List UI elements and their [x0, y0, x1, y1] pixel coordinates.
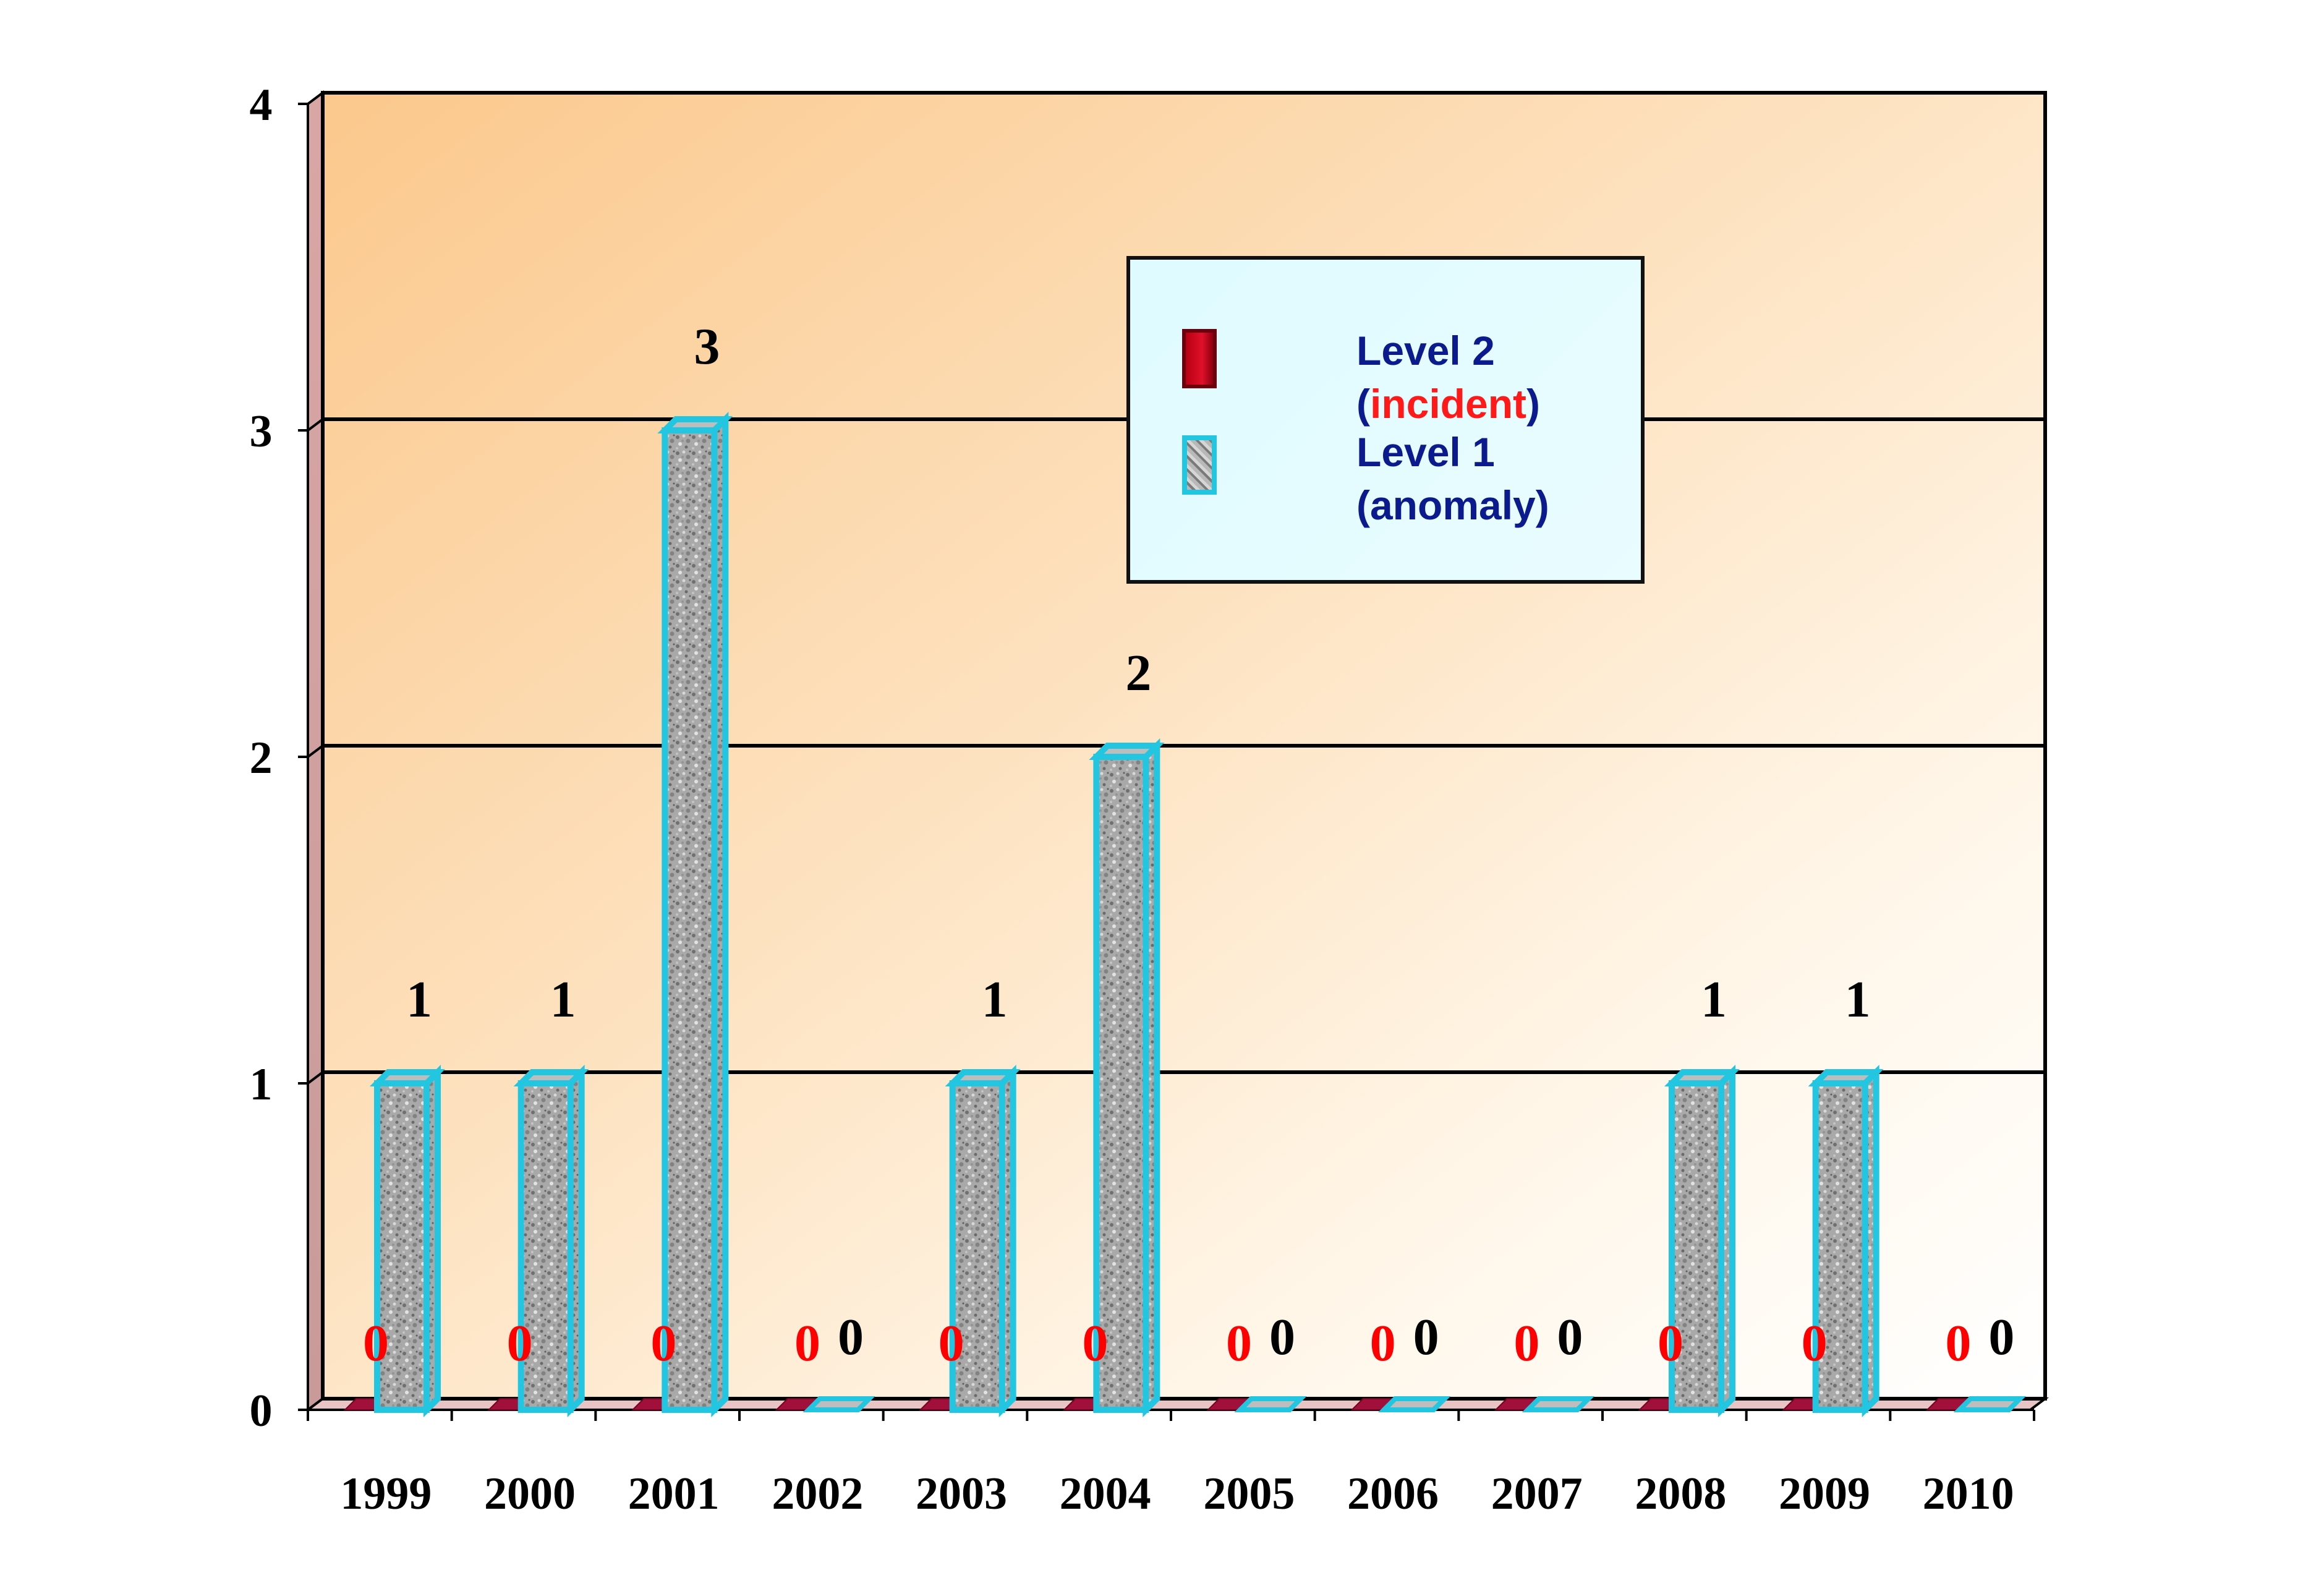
bar-level1 — [1669, 1080, 1724, 1413]
data-label-level2: 0 — [1082, 1315, 1108, 1372]
legend-label-level1: Level 1 (anomaly) — [1356, 425, 1549, 532]
legend-label-level2: Level 2 (incident) — [1356, 324, 1540, 430]
data-label-level1: 1 — [406, 971, 432, 1028]
data-label-level2: 0 — [1658, 1315, 1683, 1372]
gridline-side — [307, 744, 324, 758]
data-label-level1: 1 — [550, 971, 576, 1028]
x-tick-label: 2002 — [772, 1469, 863, 1519]
x-tick-label: 2001 — [628, 1469, 720, 1519]
gridline-side — [307, 418, 324, 432]
x-tick-label: 2007 — [1491, 1469, 1583, 1519]
data-label-level1: 1 — [1845, 971, 1871, 1028]
x-tick-label: 2006 — [1347, 1469, 1439, 1519]
y-tick-label: 4 — [250, 80, 273, 130]
bar-level1 — [662, 427, 718, 1413]
legend-level2-line2: (incident) — [1356, 377, 1540, 430]
bar-level1 — [1522, 1396, 1594, 1412]
x-tick-label: 2008 — [1635, 1469, 1726, 1519]
x-tick-label: 2000 — [484, 1469, 576, 1519]
x-tick-label: 2009 — [1779, 1469, 1870, 1519]
data-label-level2: 0 — [939, 1315, 964, 1372]
x-tick-label: 2003 — [916, 1469, 1007, 1519]
data-label-level1: 0 — [1413, 1308, 1439, 1366]
data-label-level2: 0 — [1513, 1315, 1539, 1372]
bar-level1 — [1953, 1396, 2026, 1412]
data-label-level1: 3 — [694, 318, 720, 375]
bar-level1 — [949, 1080, 1005, 1413]
data-label-level2: 0 — [1370, 1315, 1396, 1372]
y-tick-label: 2 — [250, 733, 273, 783]
data-label-level2: 0 — [1945, 1315, 1971, 1372]
data-label-level2: 0 — [794, 1315, 820, 1372]
data-label-level2: 0 — [1802, 1315, 1828, 1372]
legend: Level 2 (incident) Level 1 (anomaly) — [1126, 256, 1645, 584]
bar-level1 — [802, 1396, 875, 1412]
data-label-level1: 0 — [1269, 1308, 1295, 1366]
legend-level2-line1: Level 2 — [1356, 328, 1495, 373]
bar-level1-top — [1664, 1069, 1740, 1086]
bar-level1-top — [369, 1069, 446, 1086]
data-label-level2: 0 — [1226, 1315, 1252, 1372]
legend-level2-close: ) — [1526, 381, 1540, 427]
legend-level1-line2: (anomaly) — [1356, 482, 1549, 528]
bar-level1-top — [1808, 1069, 1884, 1086]
x-tick-label: 2004 — [1060, 1469, 1151, 1519]
y-tick-label: 0 — [250, 1386, 273, 1436]
data-label-level1: 2 — [1125, 644, 1151, 702]
bar-level1 — [1234, 1396, 1307, 1412]
bar-level1 — [1378, 1396, 1451, 1412]
y-tick-label: 1 — [250, 1059, 273, 1110]
data-label-level1: 0 — [1988, 1308, 2014, 1366]
x-axis: 1999 2000 2001 2002 2003 2004 2005 2006 2007 2008… — [307, 1409, 2035, 1519]
gridlines — [307, 417, 2045, 1085]
x-tick-label: 2005 — [1203, 1469, 1295, 1519]
bar-level1-top — [513, 1069, 589, 1086]
data-label-level2: 0 — [507, 1315, 533, 1372]
data-label-level2: 0 — [650, 1315, 676, 1372]
legend-level2-incident: incident — [1369, 381, 1526, 427]
bar-level1-top — [657, 416, 733, 433]
bar-level1-top — [945, 1069, 1021, 1086]
data-label-level1: 0 — [838, 1308, 864, 1366]
gridline-side — [307, 1071, 324, 1085]
data-label-level1: 0 — [1557, 1308, 1583, 1366]
x-tick-label: 1999 — [340, 1469, 432, 1519]
bar-level1 — [517, 1080, 574, 1413]
data-label-level1: 1 — [1701, 971, 1727, 1028]
bar-level1 — [1093, 754, 1149, 1413]
legend-level2-open: ( — [1356, 381, 1370, 427]
y-tick-label: 3 — [250, 406, 273, 457]
legend-level1-line1: Level 1 — [1356, 429, 1495, 475]
bars — [343, 411, 2026, 1418]
data-label-level1: 1 — [982, 971, 1008, 1028]
legend-swatch-level2 — [1182, 329, 1217, 388]
data-label-level2: 0 — [363, 1315, 389, 1372]
legend-swatch-level1 — [1182, 435, 1217, 495]
y-axis: 0 1 2 3 4 — [250, 80, 309, 1436]
bar-level1-top — [1089, 743, 1165, 760]
x-tick-label: 2010 — [1923, 1469, 2014, 1519]
